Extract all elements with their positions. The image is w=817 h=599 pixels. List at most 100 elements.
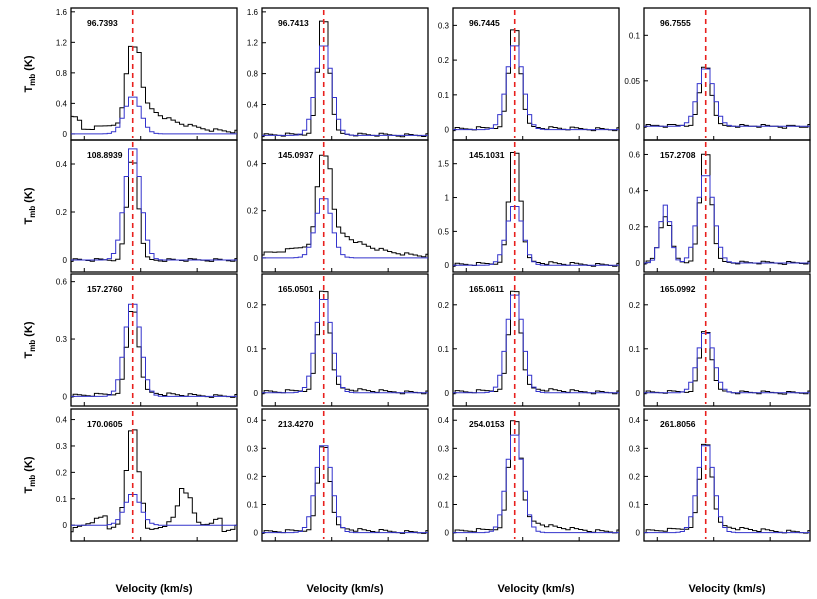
x-axis-label: Velocity (km/s) [688, 583, 765, 595]
panel-frame [643, 139, 811, 273]
y-tick-label: 0.2 [438, 56, 450, 65]
y-axis-label-sub: mb [28, 206, 37, 218]
y-axis-label-main: T [23, 218, 35, 225]
y-axis-label-sub: mb [28, 475, 37, 487]
y-axis-label-unit: (K) [23, 321, 35, 340]
observed-spectrum [262, 20, 428, 138]
x-axis-label: Velocity (km/s) [306, 583, 383, 595]
observed-spectrum [644, 66, 810, 129]
panel-label: 165.0611 [469, 284, 504, 294]
spectrum-panel: 0 0.1 0.2 0.3 0.4 170.0605 [56, 408, 238, 542]
y-axis-label-unit: (K) [23, 55, 35, 74]
y-tick-label: 0 [636, 122, 641, 131]
panel-label: 165.0501 [278, 284, 314, 294]
panel-label: 96.7445 [469, 18, 500, 28]
y-axis-label-main: T [23, 487, 35, 494]
y-tick-label: 0.3 [438, 21, 450, 30]
model-spectrum [453, 434, 619, 534]
panel-frame [261, 273, 429, 407]
panel-frame [261, 139, 429, 273]
y-tick-label: 0.4 [56, 160, 68, 169]
model-spectrum [644, 175, 810, 264]
panel-label: 157.2708 [660, 150, 696, 160]
model-spectrum [644, 332, 810, 394]
y-tick-label: 0.3 [247, 444, 259, 453]
y-tick-label: 0.8 [247, 70, 259, 79]
panel-label: 157.2760 [87, 284, 123, 294]
model-spectrum [71, 148, 237, 261]
panel-label: 165.0992 [660, 284, 696, 294]
panel-label: 96.7555 [660, 18, 691, 28]
y-tick-label: 0.2 [629, 223, 641, 232]
spectrum-panel: 0 0.1 0.2 0.3 0.4 254.0153 [438, 408, 620, 542]
y-tick-label: 0 [636, 389, 641, 398]
y-axis-label: Tmb (K) [23, 321, 37, 358]
y-tick-label: 0.4 [629, 187, 641, 196]
y-axis-label-sub: mb [28, 340, 37, 352]
y-tick-label: 0.3 [629, 444, 641, 453]
y-tick-label: 0.1 [438, 500, 450, 509]
panel-label: 96.7393 [87, 18, 118, 28]
spectrum-panel: 0 0.2 0.4 145.0937 [247, 139, 429, 273]
y-tick-label: 0 [254, 389, 259, 398]
observed-spectrum [644, 331, 810, 395]
y-tick-label: 0.2 [247, 207, 259, 216]
observed-spectrum [71, 45, 237, 134]
spectrum-panel: 0 0.4 0.8 1.2 1.6 96.7393 [56, 7, 238, 141]
model-spectrum [453, 45, 619, 131]
panel-frame [452, 139, 620, 273]
y-tick-label: 0.3 [438, 444, 450, 453]
spectrum-panel: 0 0.1 0.2 0.3 96.7445 [438, 7, 620, 141]
y-tick-label: 1 [445, 194, 450, 203]
y-axis-label-main: T [23, 86, 35, 93]
y-tick-label: 0 [63, 130, 68, 139]
observed-spectrum [453, 420, 619, 534]
y-tick-label: 0.1 [247, 345, 259, 354]
model-spectrum [644, 68, 810, 127]
y-tick-label: 0 [636, 259, 641, 268]
y-tick-label: 0.1 [629, 500, 641, 509]
y-tick-label: 0.2 [247, 301, 259, 310]
y-tick-label: 0.5 [438, 227, 450, 236]
panel-label: 213.4270 [278, 419, 314, 429]
y-tick-label: 0.2 [56, 208, 68, 217]
y-tick-label: 0 [445, 529, 450, 538]
y-tick-label: 1.6 [56, 8, 68, 17]
y-tick-label: 0.4 [56, 99, 68, 108]
observed-spectrum [262, 154, 428, 258]
y-tick-label: 0.2 [629, 301, 641, 310]
y-tick-label: 0.1 [56, 495, 68, 504]
y-axis-label: Tmb (K) [23, 55, 37, 92]
y-axis-label-main: T [23, 352, 35, 359]
spectrum-panel: 0 0.1 0.2 165.0992 [629, 273, 811, 407]
model-spectrum [71, 494, 237, 526]
spectrum-panel: 0 0.05 0.1 96.7555 [624, 7, 811, 141]
y-tick-label: 0.4 [247, 416, 259, 425]
y-tick-label: 0 [445, 389, 450, 398]
spectrum-panel: 0 0.2 0.4 108.8939 [56, 139, 238, 273]
panel-label: 96.7413 [278, 18, 309, 28]
panel-frame [70, 273, 238, 407]
y-tick-label: 0.1 [247, 500, 259, 509]
y-tick-label: 0.1 [629, 31, 641, 40]
y-tick-label: 0.1 [629, 345, 641, 354]
y-tick-label: 0 [254, 131, 259, 140]
panel-frame [643, 408, 811, 542]
y-tick-label: 0 [254, 529, 259, 538]
y-tick-label: 0.2 [56, 468, 68, 477]
observed-spectrum [644, 153, 810, 265]
y-tick-label: 0.3 [56, 442, 68, 451]
panel-grid: 0 0.4 0.8 1.2 1.6 96.7393 0 0.4 0.8 1.2 1.6 96.7413… [56, 7, 811, 542]
observed-spectrum [71, 429, 237, 533]
y-tick-label: 0.6 [629, 150, 641, 159]
y-tick-label: 0.4 [247, 100, 259, 109]
y-axis-label-sub: mb [28, 74, 37, 86]
panel-frame [643, 273, 811, 407]
y-tick-label: 0.4 [56, 416, 68, 425]
y-tick-label: 0.4 [247, 160, 259, 169]
y-axis-label-unit: (K) [23, 456, 35, 475]
y-tick-label: 0 [445, 261, 450, 270]
y-tick-label: 1.2 [247, 39, 259, 48]
y-tick-label: 0.1 [438, 345, 450, 354]
